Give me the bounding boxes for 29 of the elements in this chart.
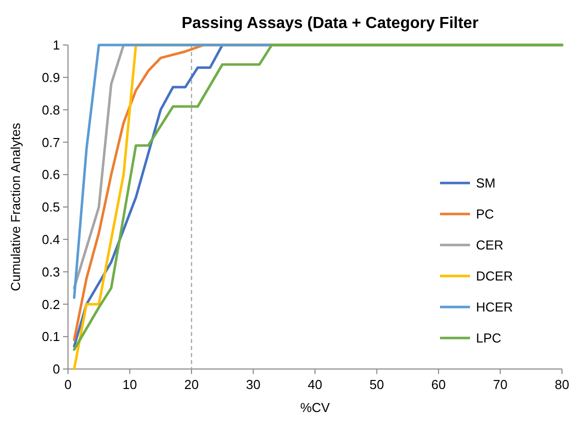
y-tick-label: 0.8 (42, 102, 60, 118)
y-tick-label: 0.5 (42, 200, 60, 215)
x-tick-label: 60 (431, 377, 446, 392)
x-tick-label: 80 (554, 377, 570, 392)
legend-label: LPC (476, 330, 502, 346)
x-tick-label: 20 (184, 377, 199, 392)
legend-label: SM (476, 176, 496, 191)
y-tick-label: 0.1 (42, 329, 60, 344)
chart-title: Passing Assays (Data + Category Filter (182, 15, 478, 32)
legend-label: PC (476, 206, 494, 222)
x-tick-label: 70 (493, 377, 508, 392)
y-tick-label: 0 (52, 362, 60, 377)
x-tick-label: 40 (308, 377, 322, 392)
y-tick-label: 0.2 (42, 296, 60, 312)
y-tick-label: 0.9 (42, 70, 60, 85)
x-tick-label: 0 (64, 377, 72, 392)
y-tick-label: 1 (52, 38, 60, 53)
y-tick-label: 0.4 (42, 232, 60, 247)
x-tick-label: 30 (246, 377, 260, 392)
x-tick-label: 50 (370, 377, 384, 392)
x-tick-label: 10 (122, 377, 137, 392)
y-axis-title: Cumulative Fraction Analytes (8, 122, 23, 292)
y-tick-label: 0.7 (42, 134, 60, 150)
legend-label: CER (476, 238, 504, 253)
y-tick-label: 0.6 (42, 167, 60, 182)
legend-label: HCER (476, 300, 513, 315)
y-tick-label: 0.3 (42, 264, 60, 280)
legend-label: DCER (476, 268, 513, 284)
x-axis-title: %CV (300, 400, 330, 415)
